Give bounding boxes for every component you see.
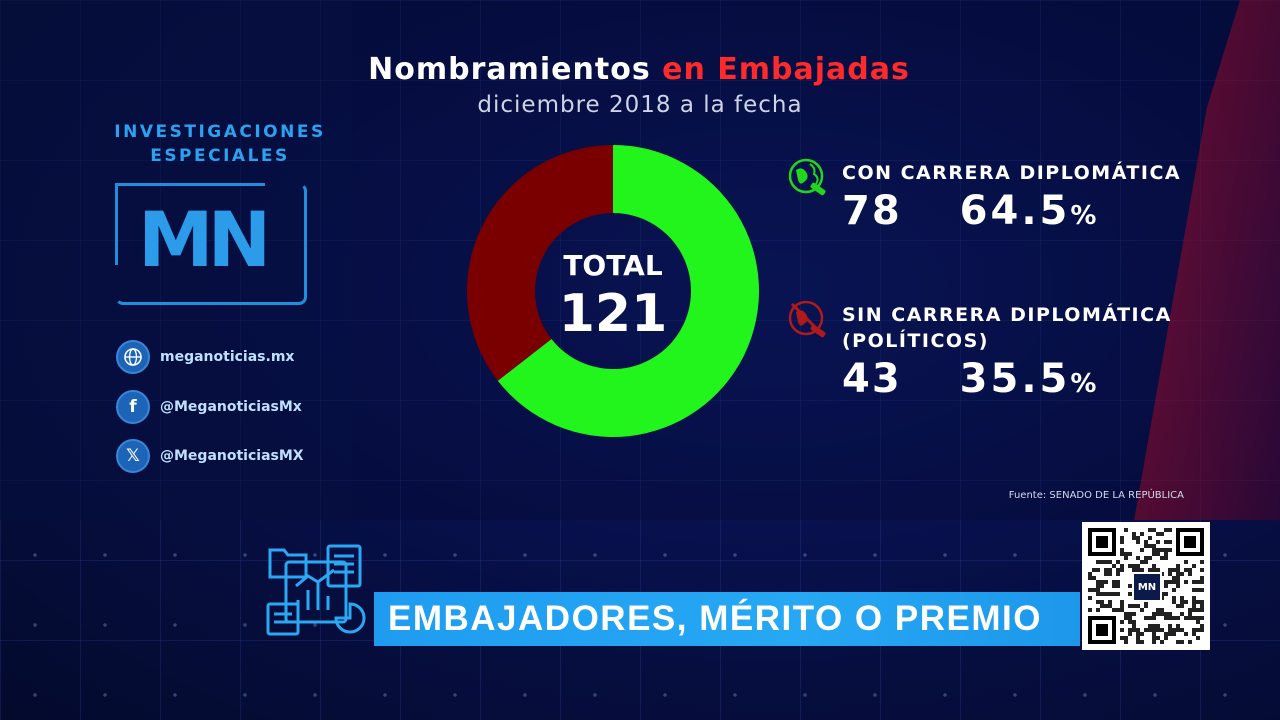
donut-chart: TOTAL 121 [467, 145, 759, 437]
x-icon: 𝕏 [116, 439, 150, 473]
sidebar [0, 0, 352, 520]
chart-subtitle: diciembre 2018 a la fecha [477, 92, 803, 118]
legend-label: SIN CARRERA DIPLOMÁTICA [842, 304, 1172, 326]
section-title-line2: ESPECIALES [150, 146, 290, 166]
legend-item-con-carrera: CON CARRERA DIPLOMÁTICA 78 64.5% [788, 158, 1182, 234]
data-analytics-icon [266, 544, 366, 636]
headline-banner: EMBAJADORES, MÉRITO O PREMIO [374, 592, 1080, 646]
legend-percent-number: 64.5 [959, 188, 1071, 234]
legend-percent-number: 35.5 [959, 356, 1071, 402]
legend-percent: 35.5% [959, 356, 1097, 402]
chart-title-part1: Nombramientos [368, 52, 651, 87]
mn-logo-text: MN [138, 195, 271, 284]
legend-value: 78 [842, 188, 902, 234]
globe-icon [116, 340, 150, 374]
donut-slice-con-carrera [497, 145, 759, 437]
x-text: @MeganoticiasMX [160, 448, 304, 464]
legend-sublabel: (POLÍTICOS) [842, 330, 989, 352]
website-text: meganoticias.mx [160, 349, 295, 365]
website-link[interactable]: meganoticias.mx [116, 340, 294, 374]
globe-diploma-icon [788, 158, 826, 196]
facebook-text: @MeganoticiasMx [160, 399, 302, 415]
facebook-link[interactable]: f @MeganoticiasMx [116, 390, 302, 424]
section-title: INVESTIGACIONES ESPECIALES [90, 120, 350, 168]
qr-logo: MN [1132, 572, 1162, 602]
qr-code[interactable]: MN [1082, 522, 1210, 650]
center-value: 121 [559, 284, 668, 344]
legend-value: 43 [842, 356, 902, 402]
center-label: TOTAL [563, 249, 662, 282]
qr-pattern [1088, 528, 1204, 644]
headline-text: EMBAJADORES, MÉRITO O PREMIO [388, 599, 1042, 638]
legend-percent: 64.5% [959, 188, 1097, 234]
facebook-icon: f [116, 390, 150, 424]
legend-item-sin-carrera: SIN CARRERA DIPLOMÁTICA (POLÍTICOS) 43 3… [788, 300, 1172, 402]
legend-label: CON CARRERA DIPLOMÁTICA [842, 162, 1182, 184]
chart-source: Fuente: SENADO DE LA REPÚBLICA [1008, 490, 1184, 501]
chart-title: Nombramientos en Embajadas [139, 52, 1139, 87]
section-title-line1: INVESTIGACIONES [114, 122, 326, 142]
x-link[interactable]: 𝕏 @MeganoticiasMX [116, 439, 304, 473]
no-globe-icon [788, 300, 826, 338]
chart-title-part2: en Embajadas [662, 52, 910, 87]
donut-slice-sin-carrera [467, 145, 613, 381]
mn-logo: MN [115, 183, 307, 305]
